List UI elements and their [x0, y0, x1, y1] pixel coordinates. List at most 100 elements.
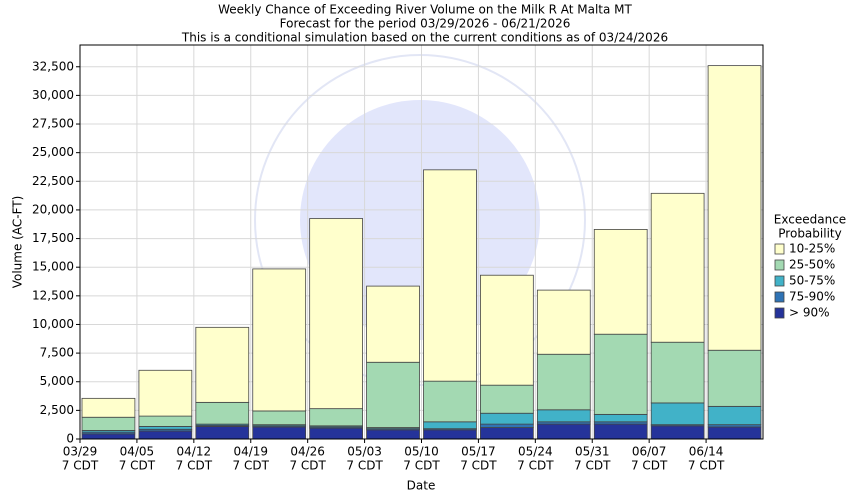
- bar-segment: [81, 397, 136, 418]
- bar-segment: [707, 405, 762, 426]
- y-tick-label: 25,000: [32, 145, 74, 159]
- x-tick-label: 7 CDT: [517, 459, 554, 473]
- legend-label: 10-25%: [789, 242, 835, 256]
- bar-segment: [252, 426, 307, 440]
- bar-segment: [536, 423, 591, 440]
- x-tick-label: 7 CDT: [631, 459, 668, 473]
- legend-swatch: [774, 307, 785, 319]
- bar-segment: [423, 421, 477, 430]
- x-tick-label: 06/07: [632, 445, 667, 459]
- x-tick-label: 7 CDT: [176, 459, 213, 473]
- bar-segment: [366, 285, 420, 363]
- legend-swatch: [774, 291, 785, 303]
- bar-segment: [423, 380, 477, 423]
- x-tick-label: 04/19: [233, 445, 268, 459]
- x-tick-label: 7 CDT: [289, 459, 326, 473]
- y-tick-label: 15,000: [32, 260, 74, 274]
- legend-swatch: [774, 275, 785, 287]
- x-tick-label: 04/12: [177, 445, 212, 459]
- x-tick-label: 04/05: [120, 445, 155, 459]
- x-tick-label: 7 CDT: [346, 459, 383, 473]
- y-tick-label: 22,500: [32, 174, 74, 188]
- bar-segment: [309, 427, 363, 440]
- bar-segment: [252, 268, 307, 412]
- plot-border: [79, 44, 764, 440]
- bar-segment: [480, 412, 534, 425]
- y-tick-label: 5,000: [40, 374, 74, 388]
- y-tick-label: 27,500: [32, 117, 74, 131]
- bar-segment: [707, 349, 762, 407]
- x-tick-label: 7 CDT: [62, 459, 99, 473]
- legend-label: 75-90%: [789, 290, 835, 304]
- bar-segment: [138, 430, 193, 440]
- bar-segment: [81, 433, 136, 440]
- x-tick-label: 06/14: [689, 445, 724, 459]
- bar-segment: [81, 416, 136, 431]
- x-tick-label: 7 CDT: [233, 459, 270, 473]
- bar-segment: [650, 192, 705, 343]
- bar-segment: [650, 341, 705, 404]
- bar-segment: [423, 429, 477, 440]
- chart-subtitle: Forecast for the period 03/29/2026 - 06/…: [280, 17, 571, 31]
- bar-segment: [252, 410, 307, 426]
- y-tick-label: 30,000: [32, 88, 74, 102]
- x-tick-label: 05/31: [575, 445, 610, 459]
- bar-segment: [138, 415, 193, 427]
- x-tick-label: 05/24: [518, 445, 553, 459]
- bar-segment: [195, 426, 250, 440]
- bar-segment: [593, 333, 648, 415]
- chart-title: Weekly Chance of Exceeding River Volume …: [218, 3, 632, 17]
- legend-swatch: [774, 243, 785, 255]
- bar-segment: [707, 65, 762, 351]
- bar-segment: [536, 409, 591, 423]
- x-tick-label: 7 CDT: [688, 459, 725, 473]
- legend-label: 25-50%: [789, 258, 835, 272]
- x-tick-label: 04/26: [290, 445, 325, 459]
- x-tick-label: 7 CDT: [119, 459, 156, 473]
- bar-segment: [423, 169, 477, 382]
- y-tick-label: 0: [66, 432, 74, 446]
- bar-segment: [138, 369, 193, 417]
- bar-segment: [195, 326, 250, 403]
- y-axis-label: Volume (AC-FT): [11, 196, 25, 289]
- x-tick-label: 7 CDT: [460, 459, 497, 473]
- y-tick-label: 20,000: [32, 202, 74, 216]
- legend-label: > 90%: [789, 306, 830, 320]
- y-tick-label: 7,500: [40, 346, 74, 360]
- y-tick-label: 10,000: [32, 317, 74, 331]
- bar-segment: [707, 426, 762, 440]
- legend-title: Exceedance: [774, 213, 846, 227]
- bar-segment: [366, 429, 420, 440]
- bar-segment: [195, 401, 250, 425]
- bar-segment: [138, 426, 193, 430]
- legend-title: Probability: [778, 227, 841, 241]
- x-tick-label: 05/17: [461, 445, 496, 459]
- y-tick-label: 12,500: [32, 288, 74, 302]
- bar-segment: [536, 353, 591, 411]
- y-tick-label: 2,500: [40, 403, 74, 417]
- y-tick-label: 32,500: [32, 59, 74, 73]
- bar-segment: [480, 274, 534, 386]
- legend-label: 50-75%: [789, 274, 835, 288]
- bar-segment: [593, 229, 648, 335]
- bar-segment: [480, 384, 534, 414]
- x-tick-label: 7 CDT: [403, 459, 440, 473]
- bar-segment: [480, 427, 534, 440]
- bar-segment: [650, 402, 705, 426]
- bar-segment: [650, 425, 705, 440]
- bar-segment: [536, 289, 591, 355]
- y-tick-label: 17,500: [32, 231, 74, 245]
- x-tick-label: 05/03: [347, 445, 382, 459]
- bar-segment: [593, 423, 648, 440]
- x-axis-label: Date: [407, 479, 436, 493]
- chart-subtitle: This is a conditional simulation based o…: [181, 31, 668, 45]
- bar-segment: [309, 408, 363, 427]
- legend-swatch: [774, 259, 785, 271]
- x-tick-label: 05/10: [404, 445, 439, 459]
- bar-segment: [309, 218, 363, 410]
- bar-segment: [593, 413, 648, 423]
- x-tick-label: 7 CDT: [574, 459, 611, 473]
- x-tick-label: 03/29: [63, 445, 98, 459]
- bar-segment: [480, 423, 534, 428]
